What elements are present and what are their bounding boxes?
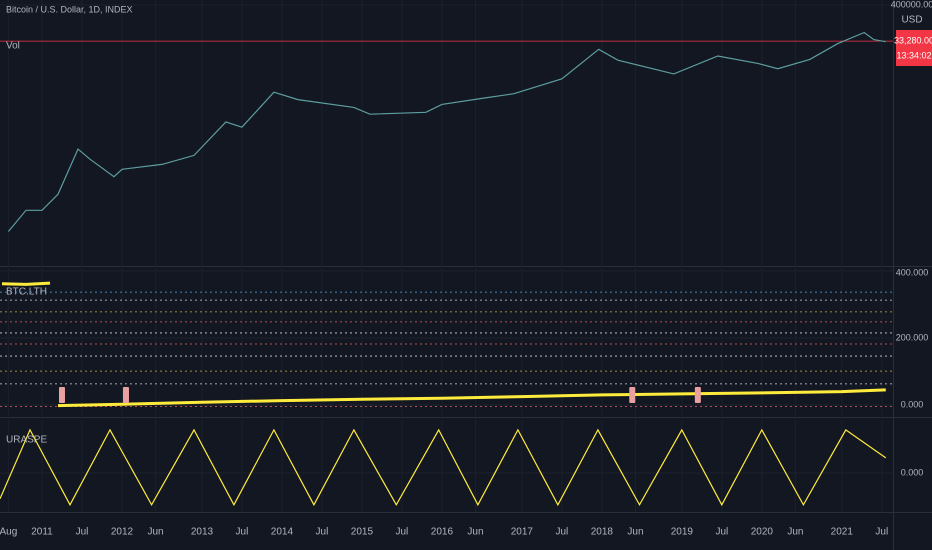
event-marker: [694, 387, 701, 403]
price-tag-value: 33,280.00: [894, 35, 932, 45]
x-tick-label: Jun: [627, 527, 643, 538]
event-marker: [122, 387, 129, 403]
y-tick-label: 400.000: [896, 267, 929, 277]
x-tick-label: 2020: [751, 527, 774, 538]
y-tick-label: 0.000: [901, 399, 924, 409]
x-tick-label: 2021: [831, 527, 854, 538]
x-tick-label: 2015: [351, 527, 374, 538]
price-tag: [896, 30, 932, 66]
series-line: [0, 428, 887, 507]
x-tick-label: Jul: [236, 527, 249, 538]
y-tick-label: 200.000: [896, 332, 929, 342]
volume-label: Vol: [6, 41, 20, 52]
series-line: [7, 31, 886, 232]
x-tick-label: Aug: [0, 527, 17, 538]
x-tick-label: 2016: [431, 527, 454, 538]
x-tick-label: 2018: [591, 527, 614, 538]
x-tick-label: 2017: [511, 527, 534, 538]
pane-title: URASPE: [6, 435, 47, 446]
x-tick-label: 2011: [31, 527, 53, 538]
symbol-title[interactable]: Bitcoin / U.S. Dollar, 1D, INDEX: [6, 4, 133, 14]
currency[interactable]: USD: [901, 15, 922, 26]
event-marker: [58, 387, 65, 403]
y-tick-label: 0.000: [901, 467, 924, 477]
x-tick-label: Jul: [875, 527, 888, 538]
x-tick-label: 2019: [671, 527, 694, 538]
x-tick-label: 2013: [191, 527, 214, 538]
price-tag-countdown: 13:34:02: [896, 50, 931, 60]
series-line: [1, 281, 886, 408]
x-tick-label: 2012: [111, 527, 134, 538]
y-tick-label: 400000.00: [891, 0, 932, 9]
x-tick-label: Jul: [715, 527, 728, 538]
event-marker: [629, 387, 636, 403]
x-tick-label: 2014: [271, 527, 294, 538]
x-tick-label: Jul: [396, 527, 409, 538]
x-tick-label: Jul: [316, 527, 329, 538]
x-tick-label: Jul: [555, 527, 568, 538]
x-tick-label: Jun: [787, 527, 803, 538]
x-tick-label: Jun: [467, 527, 483, 538]
x-tick-label: Jul: [76, 527, 89, 538]
x-tick-label: Jun: [148, 527, 164, 538]
